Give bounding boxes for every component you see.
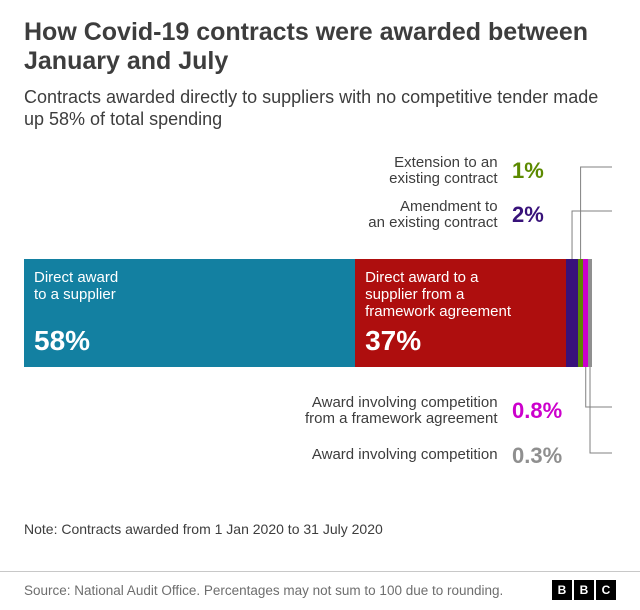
bar-segment [566,259,577,367]
chart-note: Note: Contracts awarded from 1 Jan 2020 … [0,517,640,537]
callout-value: 0.8% [512,398,556,424]
callout-value: 0.3% [512,443,556,469]
segment-label: Direct awardto a supplier [34,269,118,304]
callout-label: Amendment toan existing contract [368,199,497,232]
chart-area: Extension to anexisting contract 1% Amen… [24,147,616,517]
chart-subtitle: Contracts awarded directly to suppliers … [24,86,616,131]
callout-award-competition: Award involving competition 0.3% [312,443,556,469]
bbc-logo: B B C [552,580,616,600]
callout-extension: Extension to anexisting contract 1% [389,155,556,188]
callout-amendment: Amendment toan existing contract 2% [368,199,556,232]
callout-label: Award involving competition [312,447,498,464]
segment-label: Direct award to asupplier from aframewor… [365,269,511,321]
callout-label: Extension to anexisting contract [389,155,497,188]
bar-segment [588,259,592,367]
logo-c: C [596,580,616,600]
callout-award-framework: Award involving competitionfrom a framew… [305,395,556,428]
logo-b: B [552,580,572,600]
callout-label: Award involving competitionfrom a framew… [305,395,498,428]
segment-value: 37% [365,325,421,357]
callout-value: 2% [512,202,556,228]
chart-title: How Covid-19 contracts were awarded betw… [24,18,616,76]
segment-value: 58% [34,325,90,357]
bar-segment: Direct awardto a supplier 58% [24,259,355,367]
bar-segment: Direct award to asupplier from aframewor… [355,259,566,367]
callout-value: 1% [512,158,556,184]
logo-b2: B [574,580,594,600]
stacked-bar: Direct awardto a supplier58%Direct award… [24,259,592,367]
chart-footer: Source: National Audit Office. Percentag… [0,571,640,610]
source-text: Source: National Audit Office. Percentag… [24,583,503,598]
